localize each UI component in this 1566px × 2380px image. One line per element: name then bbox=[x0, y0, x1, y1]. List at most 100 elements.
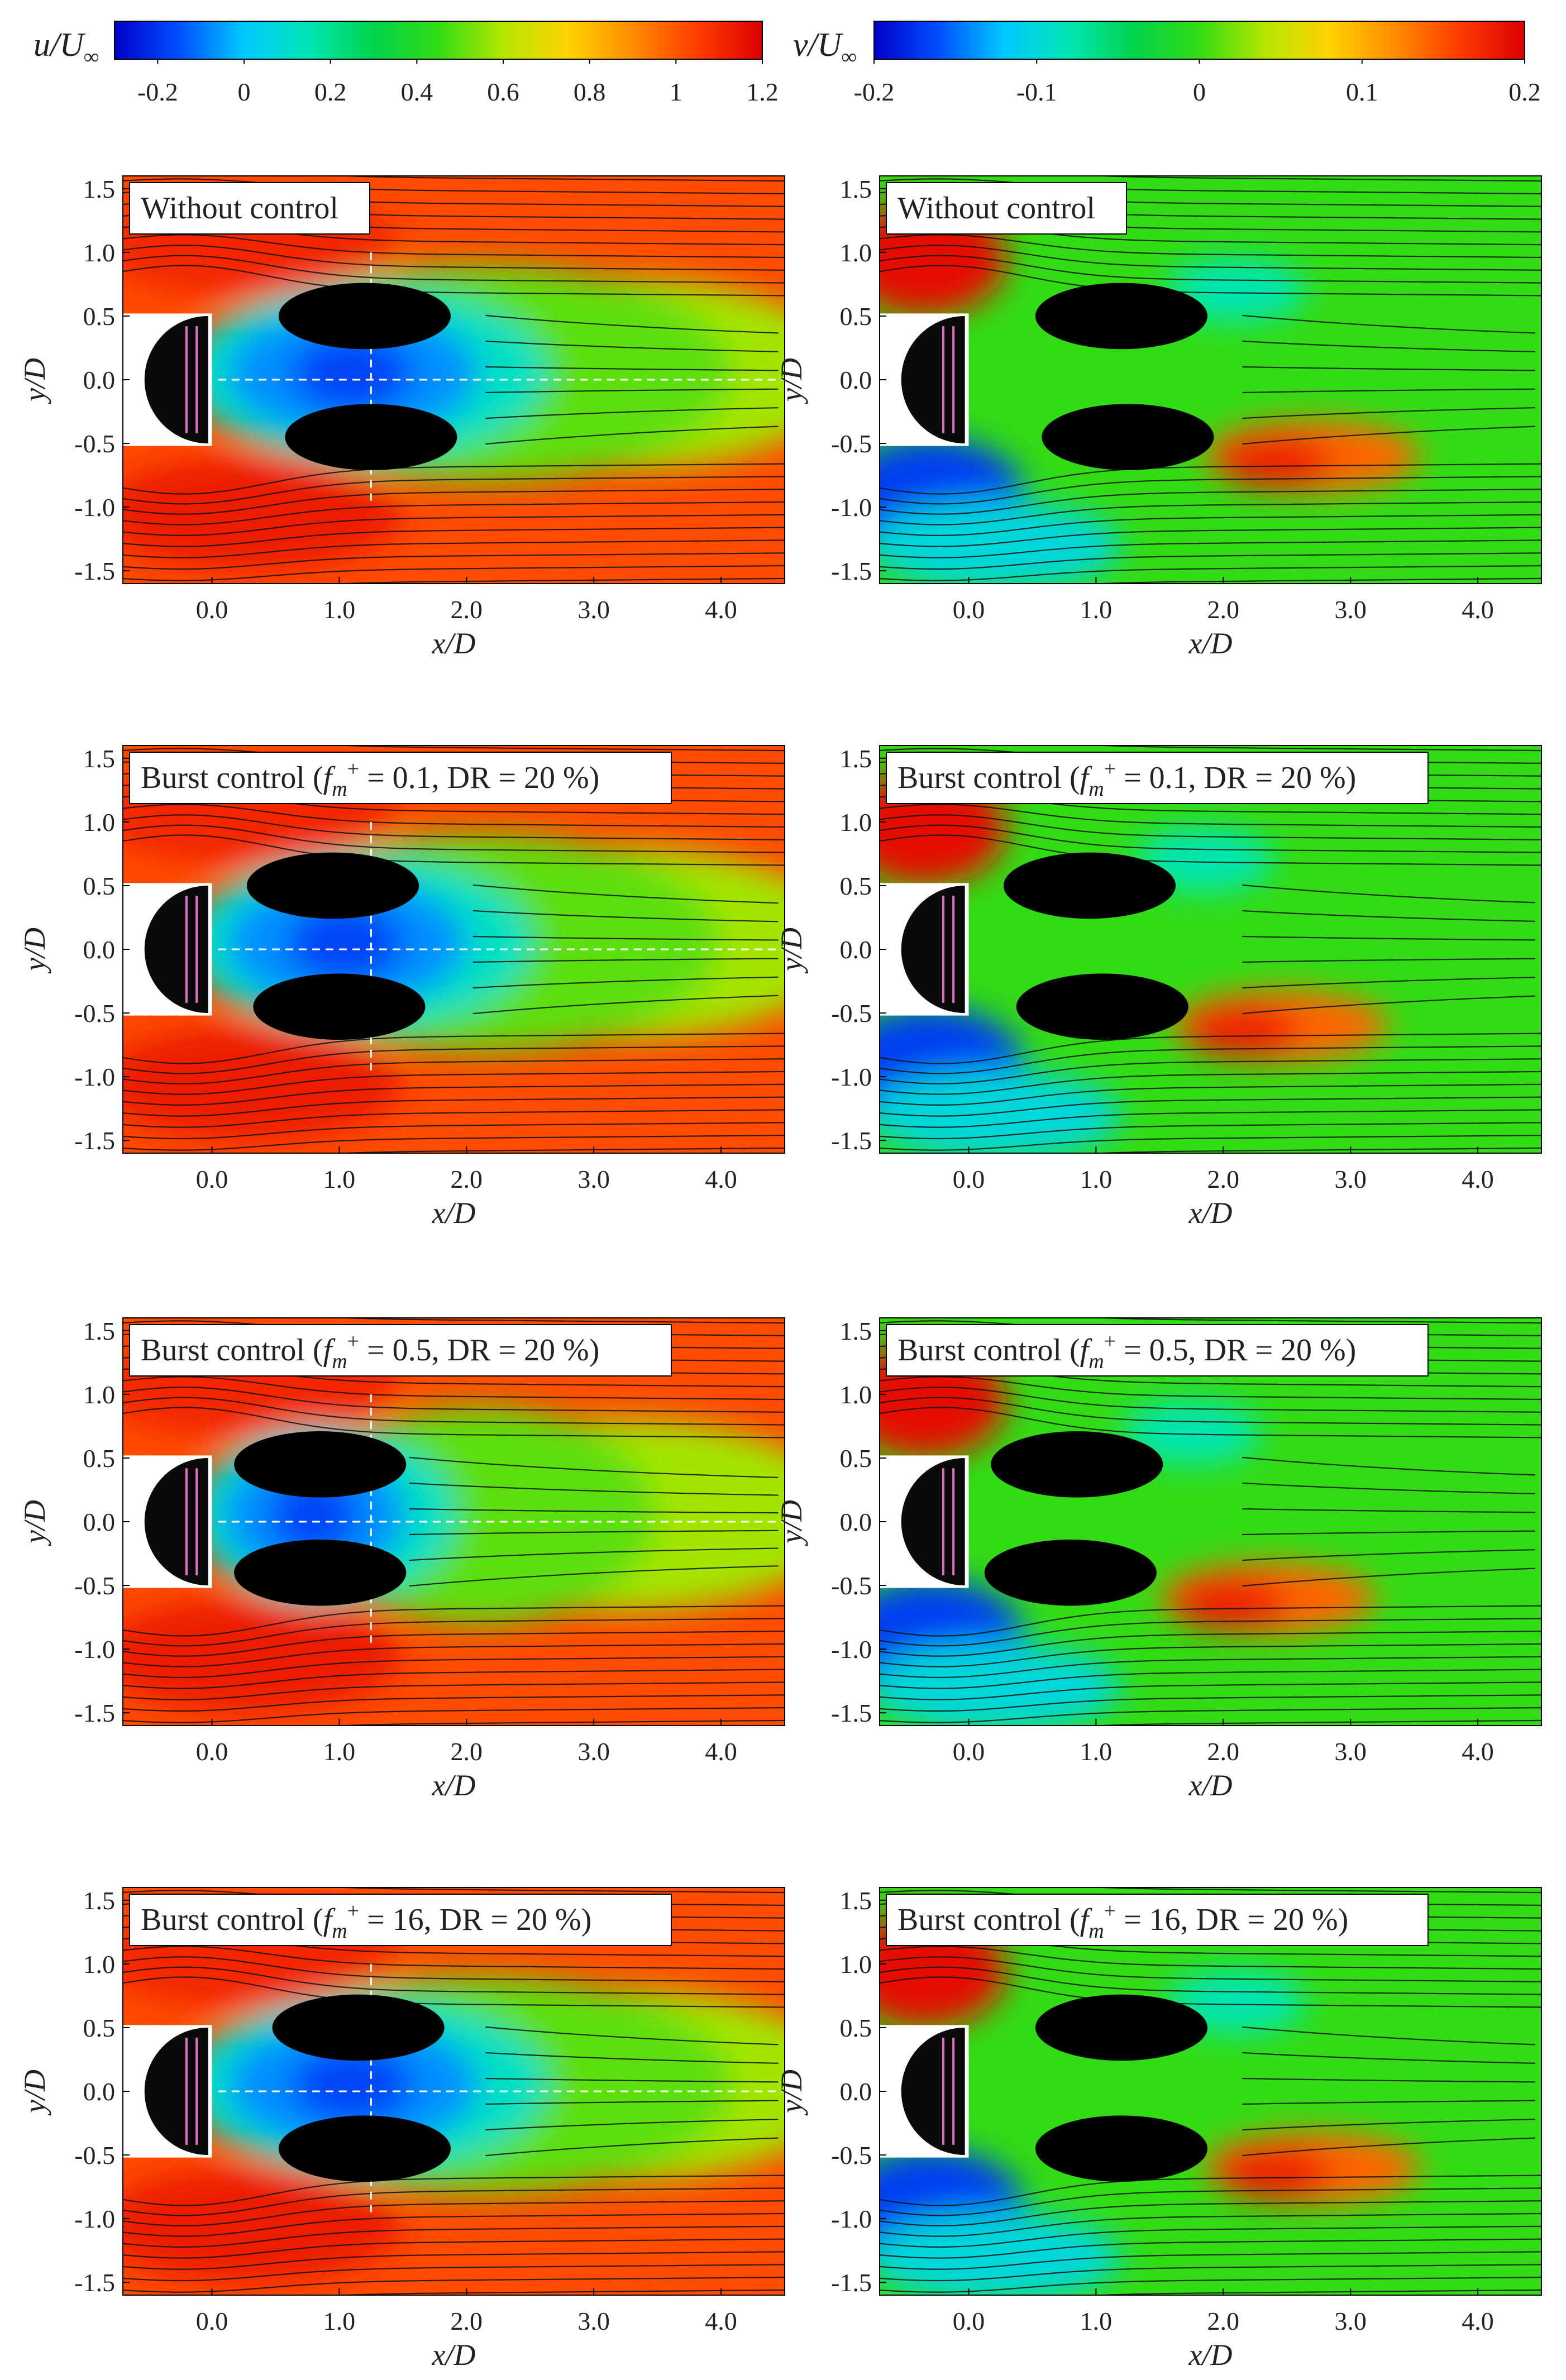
svg-text:Burst control (fm+ = 0.1, DR =: Burst control (fm+ = 0.1, DR = 20 %) bbox=[141, 757, 599, 801]
y-tick-label: 0.5 bbox=[840, 302, 872, 331]
streamlines bbox=[123, 176, 785, 584]
x-axis-label: x/D bbox=[1188, 2338, 1233, 2372]
colorbar-u-tick-label: 0.6 bbox=[487, 78, 519, 106]
x-tick-label: 0.0 bbox=[196, 595, 228, 624]
condition-label: Burst control (fm+ = 16, DR = 20 %) bbox=[886, 1894, 1429, 1946]
y-tick-label: 0.0 bbox=[840, 1508, 872, 1536]
y-tick-label: -1.5 bbox=[74, 1126, 115, 1155]
y-tick-label: 0.5 bbox=[83, 872, 116, 900]
x-tick-label: 2.0 bbox=[451, 1165, 483, 1193]
y-tick-label: 1.0 bbox=[840, 808, 872, 837]
y-tick-label: -0.5 bbox=[831, 1571, 872, 1600]
y-tick-label: 1.5 bbox=[840, 1886, 872, 1915]
colorbar-u-tick-label: 0 bbox=[238, 78, 251, 106]
y-tick-label: -1.5 bbox=[74, 557, 115, 585]
x-axis-label: x/D bbox=[432, 2338, 476, 2372]
y-tick-label: 1.5 bbox=[83, 1886, 116, 1915]
colorbar-u-tick-label: 1.2 bbox=[746, 78, 779, 106]
y-axis-label: y/D bbox=[775, 928, 808, 974]
svg-text:Burst control (fm+ = 0.5, DR =: Burst control (fm+ = 0.5, DR = 20 %) bbox=[897, 1330, 1356, 1373]
y-axis-label: y/D bbox=[775, 1500, 808, 1546]
colorbar-u-tick-label: -0.2 bbox=[137, 78, 178, 106]
x-tick-label: 1.0 bbox=[323, 2307, 356, 2335]
y-tick-label: 0.0 bbox=[840, 2077, 872, 2106]
condition-label: Burst control (fm+ = 0.5, DR = 20 %) bbox=[886, 1324, 1429, 1377]
y-tick-label: -1.0 bbox=[74, 2205, 115, 2233]
y-tick-label: 0.0 bbox=[83, 1508, 116, 1536]
x-tick-label: 4.0 bbox=[1462, 1737, 1494, 1766]
x-tick-label: 4.0 bbox=[1462, 1165, 1494, 1193]
y-tick-label: -1.0 bbox=[831, 1063, 872, 1091]
colorbar-v: v/U∞ -0.2 -0.1 0 0.1 0.2 bbox=[793, 21, 1541, 106]
x-tick-label: 4.0 bbox=[1462, 2307, 1494, 2335]
y-tick-label: -0.5 bbox=[74, 2141, 115, 2169]
x-tick-label: 1.0 bbox=[1080, 2307, 1113, 2335]
x-tick-label: 3.0 bbox=[577, 1737, 610, 1766]
x-tick-label: 1.0 bbox=[1080, 1737, 1113, 1766]
bluff-body bbox=[144, 885, 208, 1014]
y-tick-label: -1.0 bbox=[831, 1635, 872, 1664]
y-tick-label: 1.5 bbox=[83, 744, 116, 773]
colorbar-v-tick-label: 0 bbox=[1193, 78, 1206, 106]
y-axis-label: y/D bbox=[18, 1500, 51, 1546]
y-tick-label: 1.0 bbox=[840, 1950, 872, 1978]
colorbar-u-label: u/U∞ bbox=[34, 26, 99, 69]
y-tick-label: 0.0 bbox=[83, 366, 116, 394]
panel-v-row1: 0.0 1.0 2.0 3.0 4.0 -1.5 -1.0 -0.5 0.0 0.5 1.0 1.5 x… bbox=[775, 175, 1542, 660]
y-axis-label: y/D bbox=[18, 2070, 51, 2116]
svg-text:Burst control (fm+ = 0.1, DR =: Burst control (fm+ = 0.1, DR = 20 %) bbox=[897, 757, 1356, 801]
x-axis-label: x/D bbox=[432, 1196, 476, 1230]
x-tick-label: 2.0 bbox=[1207, 1737, 1240, 1766]
x-tick-label: 0.0 bbox=[953, 595, 985, 624]
colorbar-u-tick-label: 0.2 bbox=[314, 78, 347, 106]
bluff-body bbox=[144, 316, 208, 444]
x-tick-label: 1.0 bbox=[1080, 1165, 1113, 1193]
svg-text:Burst control (fm+ = 16, DR =: Burst control (fm+ = 16, DR = 20 %) bbox=[897, 1899, 1348, 1943]
panel-u-row2: 0.0 1.0 2.0 3.0 4.0 -1.5 -1.0 -0.5 0.0 0.5 1.0 1.5 x… bbox=[18, 744, 785, 1230]
y-tick-label: 0.5 bbox=[840, 2014, 872, 2042]
x-tick-label: 4.0 bbox=[705, 2307, 737, 2335]
y-tick-label: -1.5 bbox=[831, 1699, 872, 1727]
x-tick-label: 2.0 bbox=[451, 1737, 483, 1766]
panel-u-row4: 0.0 1.0 2.0 3.0 4.0 -1.5 -1.0 -0.5 0.0 0.5 1.0 1.5 x… bbox=[18, 1886, 785, 2372]
x-tick-label: 0.0 bbox=[196, 1165, 228, 1193]
y-tick-label: -0.5 bbox=[831, 429, 872, 458]
y-tick-label: 1.5 bbox=[840, 1317, 872, 1345]
colorbar-u-tick-label: 0.8 bbox=[574, 78, 606, 106]
colorbar-v-tick-label: 0.2 bbox=[1508, 78, 1541, 106]
y-tick-label: 1.5 bbox=[840, 744, 872, 773]
x-tick-label: 3.0 bbox=[1334, 1165, 1367, 1193]
condition-label: Burst control (fm+ = 16, DR = 20 %) bbox=[129, 1894, 672, 1946]
y-tick-label: 0.5 bbox=[83, 2014, 116, 2042]
panel-u-row3: 0.0 1.0 2.0 3.0 4.0 -1.5 -1.0 -0.5 0.0 0.5 1.0 1.5 x… bbox=[18, 1317, 785, 1802]
contour-field bbox=[880, 1318, 1541, 1726]
x-tick-label: 2.0 bbox=[1207, 1165, 1240, 1193]
colorbar-u-tick-label: 1 bbox=[670, 78, 682, 106]
condition-label: Burst control (fm+ = 0.1, DR = 20 %) bbox=[886, 752, 1429, 804]
bluff-body bbox=[901, 2027, 965, 2156]
bluff-body bbox=[144, 1457, 208, 1586]
y-tick-label: 1.0 bbox=[83, 238, 116, 267]
svg-text:Burst control (fm+ = 16, DR =: Burst control (fm+ = 16, DR = 20 %) bbox=[141, 1899, 591, 1943]
x-tick-label: 3.0 bbox=[1334, 2307, 1367, 2335]
y-tick-label: 0.5 bbox=[83, 302, 116, 331]
contour-field bbox=[880, 745, 1541, 1153]
y-tick-label: 1.0 bbox=[83, 1380, 116, 1409]
y-tick-label: 0.0 bbox=[840, 366, 872, 394]
colorbar-u: u/U∞ -0.2 0 0.2 0.4 0.6 0.8 1 1.2 bbox=[34, 21, 779, 106]
x-tick-label: 4.0 bbox=[705, 595, 737, 624]
bluff-body bbox=[901, 885, 965, 1014]
condition-label: Burst control (fm+ = 0.1, DR = 20 %) bbox=[129, 752, 672, 804]
y-tick-label: -0.5 bbox=[831, 999, 872, 1027]
bluff-body bbox=[901, 316, 965, 444]
x-tick-label: 1.0 bbox=[1080, 595, 1113, 624]
y-tick-label: -0.5 bbox=[74, 999, 115, 1027]
y-tick-label: -1.5 bbox=[831, 557, 872, 585]
condition-label: Without control bbox=[886, 182, 1127, 235]
bluff-body bbox=[144, 2027, 208, 2156]
x-tick-label: 0.0 bbox=[196, 2307, 228, 2335]
x-tick-label: 3.0 bbox=[1334, 595, 1367, 624]
x-axis-label: x/D bbox=[432, 1769, 476, 1802]
y-tick-label: -1.5 bbox=[831, 2268, 872, 2297]
y-tick-label: 0.0 bbox=[840, 935, 872, 964]
